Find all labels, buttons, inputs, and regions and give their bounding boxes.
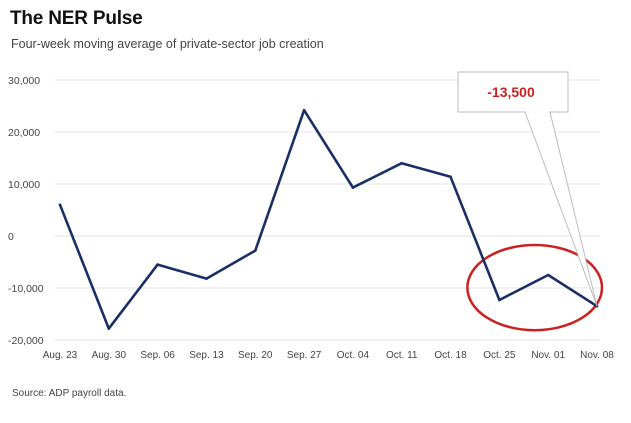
x-tick-label: Oct. 04 [337, 350, 370, 361]
data-point [498, 298, 501, 302]
callout-pointer [524, 111, 598, 307]
data-point [302, 108, 306, 112]
chart-subtitle: Four-week moving average of private-sect… [11, 37, 324, 51]
x-tick-label: Sep. 13 [189, 350, 224, 361]
data-point [156, 263, 159, 266]
y-tick-label: 10,000 [8, 179, 40, 191]
y-tick-label: -20,000 [8, 335, 44, 347]
x-tick-label: Sep. 06 [140, 350, 175, 361]
data-point [546, 273, 550, 277]
callout-box [457, 71, 569, 113]
y-tick-label: 20,000 [8, 127, 40, 139]
data-point [351, 186, 355, 189]
y-tick-label: 30,000 [8, 75, 40, 87]
x-tick-label: Oct. 18 [434, 350, 467, 361]
data-point [400, 161, 404, 165]
y-tick-label: -10,000 [8, 283, 44, 295]
x-tick-label: Nov. 08 [580, 350, 614, 361]
source-note: Source: ADP payroll data. [12, 388, 127, 399]
data-point [58, 203, 62, 207]
x-tick-label: Aug. 30 [92, 350, 127, 361]
x-tick-label: Sep. 27 [287, 350, 322, 361]
x-tick-label: Nov. 01 [531, 350, 565, 361]
data-point [449, 175, 452, 179]
x-tick-label: Aug. 23 [43, 350, 78, 361]
series-line [58, 108, 599, 330]
data-point [253, 249, 257, 252]
y-tick-label: 0 [8, 231, 14, 243]
x-tick-label: Oct. 25 [483, 350, 516, 361]
chart-title: The NER Pulse [10, 8, 143, 29]
callout-label: -13,500 [487, 84, 535, 100]
x-tick-label: Sep. 20 [238, 350, 273, 361]
data-point [107, 327, 111, 330]
data-point [205, 277, 208, 280]
x-tick-label: Oct. 11 [386, 350, 418, 361]
highlight-ellipse [466, 243, 604, 332]
